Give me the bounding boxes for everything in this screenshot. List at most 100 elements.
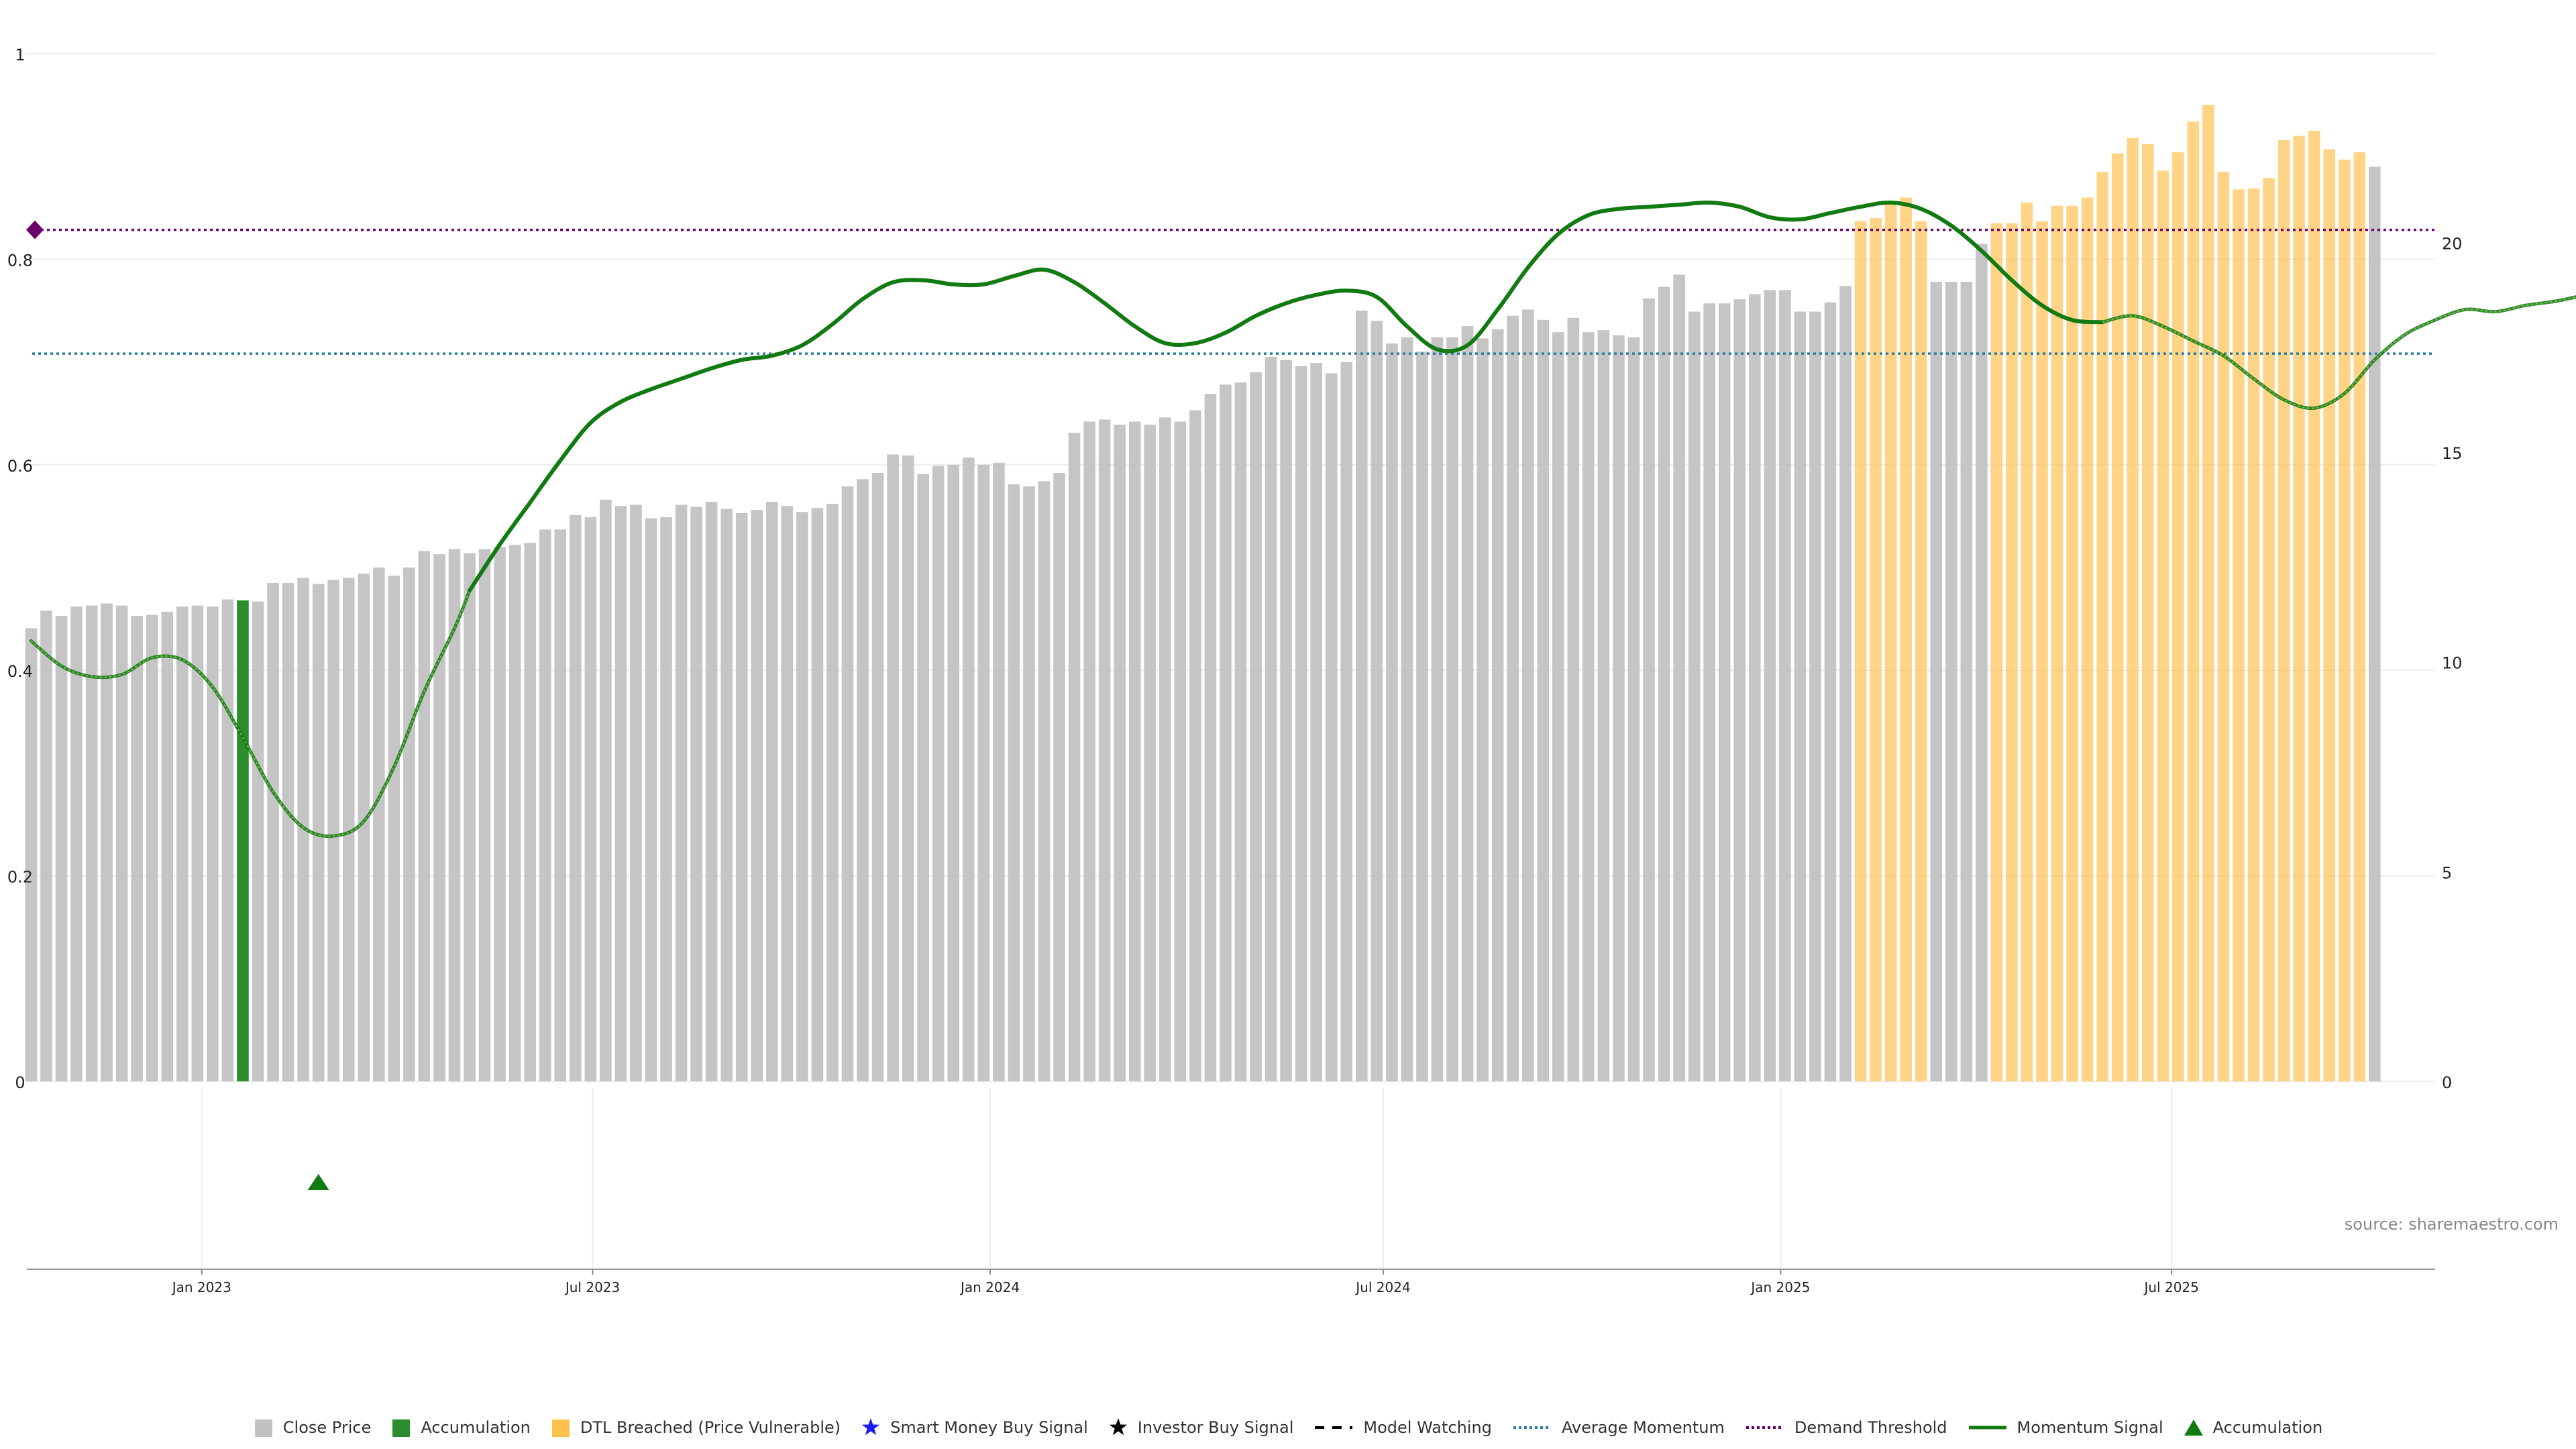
- close-price-bar: [1507, 315, 1519, 1081]
- close-price-bar: [735, 513, 748, 1081]
- close-price-bar: [1627, 337, 1640, 1081]
- close-price-bar: [917, 474, 929, 1081]
- close-price-bar: [494, 547, 506, 1081]
- dtl-breached-bar: [2021, 203, 2033, 1081]
- legend-label: Investor Buy Signal: [1137, 1418, 1294, 1437]
- dtl-breached-bar: [2202, 105, 2214, 1082]
- close-price-bar: [1718, 303, 1731, 1081]
- close-price-bar: [267, 582, 279, 1081]
- close-price-bar: [1220, 384, 1232, 1082]
- dtl-breached-bar: [2353, 152, 2366, 1081]
- close-price-bar: [524, 543, 536, 1081]
- dtl-breached-bar: [1870, 218, 1882, 1081]
- x-tick-label: Jan 2024: [959, 1279, 1020, 1295]
- close-price-bar: [1250, 372, 1262, 1082]
- legend-label: Smart Money Buy Signal: [890, 1418, 1088, 1437]
- close-price-bar: [1779, 290, 1791, 1081]
- close-price-bar: [207, 606, 219, 1081]
- dtl-breached-bar: [1900, 197, 1912, 1082]
- close-price-bar: [1431, 337, 1444, 1081]
- legend-triangle-icon: [2184, 1419, 2203, 1436]
- right-tick-label: 15: [2442, 444, 2463, 463]
- close-price-bar: [570, 515, 582, 1081]
- close-price-bar: [1477, 338, 1489, 1081]
- dtl-breached-bar: [2006, 223, 2018, 1081]
- close-price-bar: [932, 466, 945, 1081]
- close-price-bar: [947, 464, 960, 1081]
- close-price-bar: [1325, 373, 1338, 1081]
- close-price-bar: [1643, 298, 1655, 1082]
- close-price-bar: [902, 455, 914, 1081]
- close-price-bar: [1567, 317, 1580, 1081]
- close-price-bar: [963, 458, 975, 1081]
- close-price-bar: [811, 508, 824, 1081]
- dtl-breached-bar: [2293, 136, 2305, 1081]
- close-price-bar: [1038, 481, 1051, 1081]
- close-price-bar: [1960, 282, 1973, 1081]
- close-price-bar: [584, 517, 597, 1081]
- close-price-bar: [1416, 352, 1428, 1081]
- close-price-bar: [1461, 325, 1474, 1082]
- close-price-bar: [1204, 394, 1217, 1081]
- dtl-breached-bar: [2217, 172, 2230, 1082]
- close-price-bar: [1703, 303, 1715, 1081]
- close-price-bar: [690, 506, 702, 1081]
- dtl-breached-bar: [2263, 178, 2275, 1081]
- close-price-bar: [993, 462, 1005, 1081]
- close-price-bar: [1023, 486, 1035, 1081]
- legend-label: DTL Breached (Price Vulnerable): [580, 1418, 841, 1437]
- close-price-bar: [1068, 433, 1081, 1081]
- close-price-bar: [1673, 274, 1685, 1081]
- x-tick-label: Jul 2025: [2143, 1279, 2198, 1295]
- legend-label: Close Price: [282, 1418, 372, 1437]
- close-price-bar: [977, 464, 990, 1081]
- close-price-bar: [1234, 382, 1247, 1081]
- close-price-bar: [1310, 363, 1322, 1081]
- accumulation-markers: [307, 1174, 329, 1190]
- close-price-bar: [1083, 421, 1095, 1081]
- legend-label: Momentum Signal: [2017, 1418, 2163, 1437]
- close-price-bar: [1945, 282, 1957, 1081]
- close-price-bar: [70, 606, 83, 1081]
- legend-item-momentum-signal: Momentum Signal: [1968, 1417, 2163, 1438]
- left-tick-label: 0.4: [7, 662, 33, 681]
- close-price-bar: [464, 553, 476, 1081]
- source-credit: source: sharemaestro.com: [2344, 1215, 2559, 1234]
- close-price-bar: [1491, 329, 1504, 1082]
- close-price-bar: [2369, 166, 2381, 1081]
- chart-legend: Close Price Accumulation DTL Breached (Pri…: [0, 1417, 2576, 1438]
- dtl-breached-bar: [2323, 149, 2336, 1082]
- right-tick-label: 10: [2442, 654, 2463, 673]
- close-price-bar: [342, 578, 355, 1081]
- x-tick-label: Jan 2025: [1750, 1279, 1810, 1295]
- legend-square-icon: [392, 1419, 411, 1437]
- legend-label: Average Momentum: [1561, 1418, 1725, 1437]
- left-tick-label: 0.2: [7, 868, 33, 887]
- dtl-breached-bar: [2308, 130, 2320, 1081]
- close-price-bar: [751, 510, 763, 1081]
- close-price-bar: [1401, 337, 1413, 1081]
- close-price-bar: [373, 568, 385, 1081]
- close-price-bar: [1295, 366, 1307, 1081]
- close-price-bar: [508, 545, 521, 1081]
- close-price-bar: [600, 499, 612, 1081]
- close-price-bar: [115, 605, 128, 1081]
- close-price-bar: [282, 582, 294, 1081]
- close-price-bar: [403, 568, 415, 1081]
- dtl-breached-bar: [2247, 188, 2260, 1081]
- close-price-bar: [1371, 321, 1383, 1081]
- close-price-bar: [1098, 419, 1111, 1081]
- close-price-bar: [1189, 410, 1201, 1081]
- dtl-breached-bar: [2277, 140, 2290, 1082]
- dtl-breached-bar: [2127, 138, 2139, 1081]
- close-price-bar: [766, 501, 778, 1081]
- close-price-bar: [554, 529, 567, 1081]
- close-price-bar: [146, 614, 158, 1081]
- close-price-bar: [1053, 473, 1065, 1081]
- legend-item-accumulation: Accumulation: [391, 1417, 531, 1438]
- legend-solid-line-icon: [1968, 1426, 2006, 1430]
- demand-threshold-marker: [26, 220, 44, 239]
- dtl-breached-bar: [2233, 189, 2245, 1081]
- close-price-bar: [131, 616, 143, 1081]
